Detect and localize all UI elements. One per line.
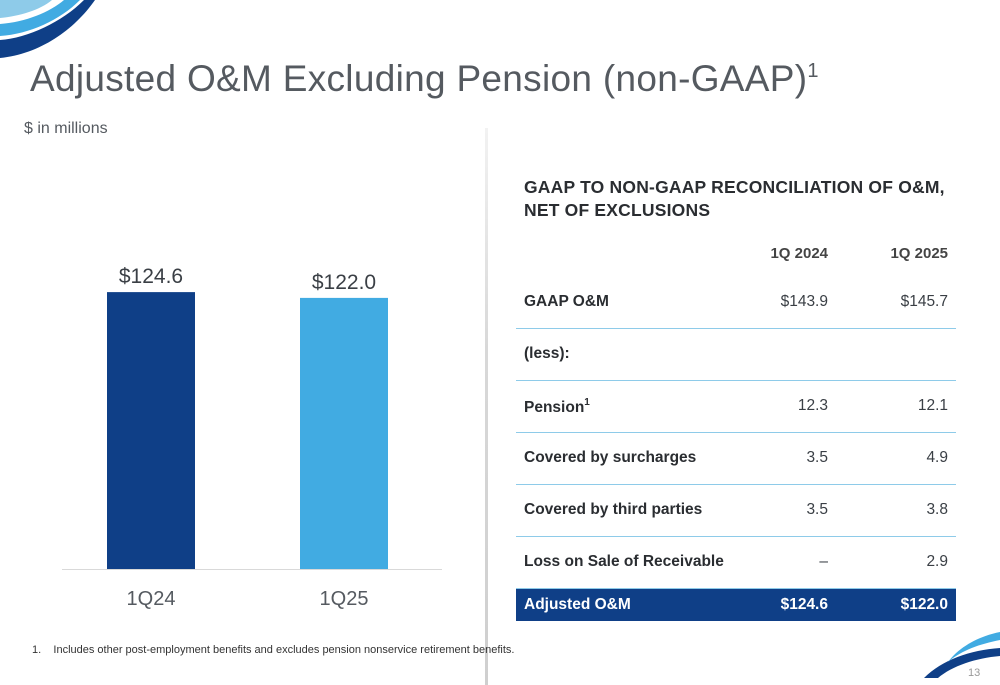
row-label-text: Covered by surcharges (524, 449, 697, 466)
bar-1q25 (300, 297, 388, 569)
total-1q-2024: $124.6 (726, 588, 836, 621)
unit-label: $ in millions (24, 120, 108, 137)
table-body: GAAP O&M $143.9 $145.7 (less): Pension1 12.3 1… (516, 276, 956, 621)
bars-layer: $124.6 1Q24 $122.0 1Q25 (107, 265, 388, 610)
table-row: Covered by surcharges 3.5 4.9 (516, 432, 956, 485)
row-footnote-marker: 1 (584, 396, 590, 408)
row-label-text: GAAP O&M (524, 292, 609, 310)
cell-1q-2025: 4.9 (836, 432, 956, 485)
row-label: Pension1 (516, 380, 726, 433)
header-spacer (516, 230, 726, 276)
bar-value-label: $122.0 (312, 271, 376, 294)
row-label: Covered by surcharges (516, 432, 726, 485)
vertical-divider (485, 128, 488, 685)
row-label-text: Covered by third parties (524, 501, 703, 518)
row-label: Loss on Sale of Receivable (516, 536, 726, 589)
total-row: Adjusted O&M $124.6 $122.0 (516, 588, 956, 621)
cell-1q-2024: $143.9 (726, 276, 836, 329)
logo-swoosh-top (0, 0, 95, 58)
x-tick-label: 1Q25 (320, 588, 369, 610)
logo-swoosh-bottom (924, 632, 1000, 678)
table-row: Loss on Sale of Receivable –2.9 (516, 536, 956, 589)
row-label: (less): (516, 328, 726, 381)
cell-1q-2025: 3.8 (836, 484, 956, 537)
row-label-text: Pension (524, 399, 585, 417)
cell-1q-2024: 3.5 (726, 432, 836, 485)
cell-1q-2024 (726, 328, 836, 381)
table-row: (less): (516, 328, 956, 381)
reconciliation-title: GAAP TO NON-GAAP RECONCILIATION OF O&M, … (524, 177, 945, 220)
cell-1q-2025 (836, 328, 956, 381)
cell-1q-2024: 12.3 (726, 380, 836, 433)
bar-value-label: $124.6 (119, 265, 183, 288)
footnote: 1. Includes other post-employment benefi… (32, 644, 515, 656)
x-tick-label: 1Q24 (127, 588, 176, 610)
column-header: 1Q 2024 (770, 244, 828, 262)
table-row: Pension1 12.3 12.1 (516, 380, 956, 433)
reconciliation-table: 1Q 2024 1Q 2025 GAAP O&M $143.9 $145.7 (les… (516, 230, 956, 621)
row-label-text: Loss on Sale of Receivable (524, 553, 724, 570)
cell-1q-2025: $145.7 (836, 276, 956, 329)
row-label: Covered by third parties (516, 484, 726, 537)
row-label: GAAP O&M (516, 276, 726, 329)
cell-1q-2025: 12.1 (836, 380, 956, 433)
bar-1q24 (107, 292, 195, 569)
total-1q-2025: $122.0 (836, 588, 956, 621)
row-label-text: (less): (524, 345, 570, 362)
page-title-text: Adjusted O&M Excluding Pension (non-GAAP… (30, 58, 808, 99)
cell-1q-2024: – (726, 536, 836, 589)
table-row: Covered by third parties 3.5 3.8 (516, 484, 956, 537)
cell-1q-2024: 3.5 (726, 484, 836, 537)
page-number: 13 (968, 667, 981, 679)
bar-chart: $124.6 1Q24 $122.0 1Q25 (62, 265, 442, 610)
table-header-row: 1Q 2024 1Q 2025 (516, 230, 956, 276)
page-title: Adjusted O&M Excluding Pension (non-GAAP… (30, 58, 819, 100)
cell-1q-2025: 2.9 (836, 536, 956, 589)
column-header: 1Q 2025 (890, 244, 948, 262)
table-row: GAAP O&M $143.9 $145.7 (516, 276, 956, 329)
page-title-footnote-marker: 1 (807, 60, 819, 82)
total-label: Adjusted O&M (516, 588, 726, 621)
